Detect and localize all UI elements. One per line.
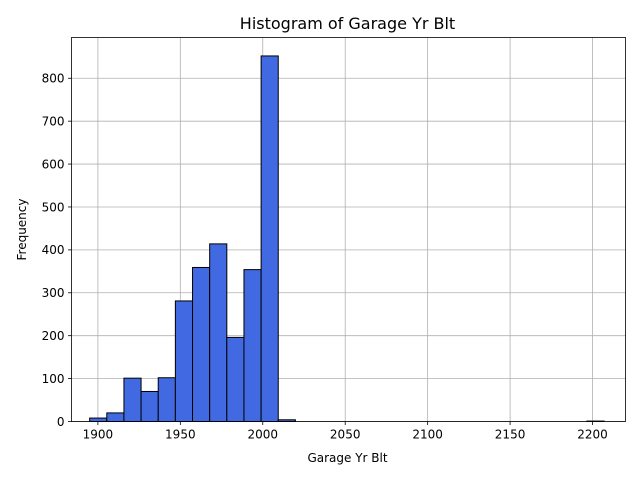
- histogram-bar: [260, 55, 279, 423]
- histogram-bar: [89, 417, 108, 422]
- histogram-bar: [140, 390, 159, 423]
- y-tick-label: 0: [57, 415, 65, 429]
- y-tick-label: 400: [42, 243, 65, 257]
- x-tick-label: 1950: [165, 428, 196, 442]
- histogram-bar: [226, 336, 245, 423]
- x-axis-ticks: 1900 1950 2000 2050 2100 2150 2200: [83, 421, 608, 442]
- y-tick-label: 200: [42, 329, 65, 343]
- x-tick-label: 2100: [412, 428, 443, 442]
- x-tick-label: 1900: [83, 428, 114, 442]
- y-axis-label: Frequency: [15, 199, 29, 261]
- y-tick-label: 100: [42, 372, 65, 386]
- histogram-bar: [174, 300, 194, 422]
- histogram-bar: [157, 377, 176, 423]
- histogram-bar: [123, 377, 142, 423]
- y-tick-label: 500: [42, 200, 65, 214]
- y-tick-label: 700: [42, 114, 65, 128]
- histogram-bar: [243, 269, 262, 423]
- histogram-bar: [192, 266, 211, 422]
- grid: [71, 37, 626, 422]
- y-tick-label: 300: [42, 286, 65, 300]
- bars: [89, 55, 605, 423]
- histogram-bar: [106, 412, 125, 423]
- y-tick-label: 800: [42, 72, 65, 86]
- axes-frame: [71, 37, 626, 422]
- x-tick-label: 2050: [330, 428, 361, 442]
- x-tick-label: 2200: [577, 428, 608, 442]
- x-tick-label: 2000: [247, 428, 278, 442]
- histogram-bar: [209, 243, 228, 422]
- y-tick-label: 600: [42, 157, 65, 171]
- chart-title: Histogram of Garage Yr Blt: [240, 14, 455, 33]
- x-axis-label: Garage Yr Blt: [307, 451, 387, 465]
- y-axis-ticks: 0 100 200 300 400 500 600 700 800: [42, 72, 72, 429]
- x-tick-label: 2150: [495, 428, 526, 442]
